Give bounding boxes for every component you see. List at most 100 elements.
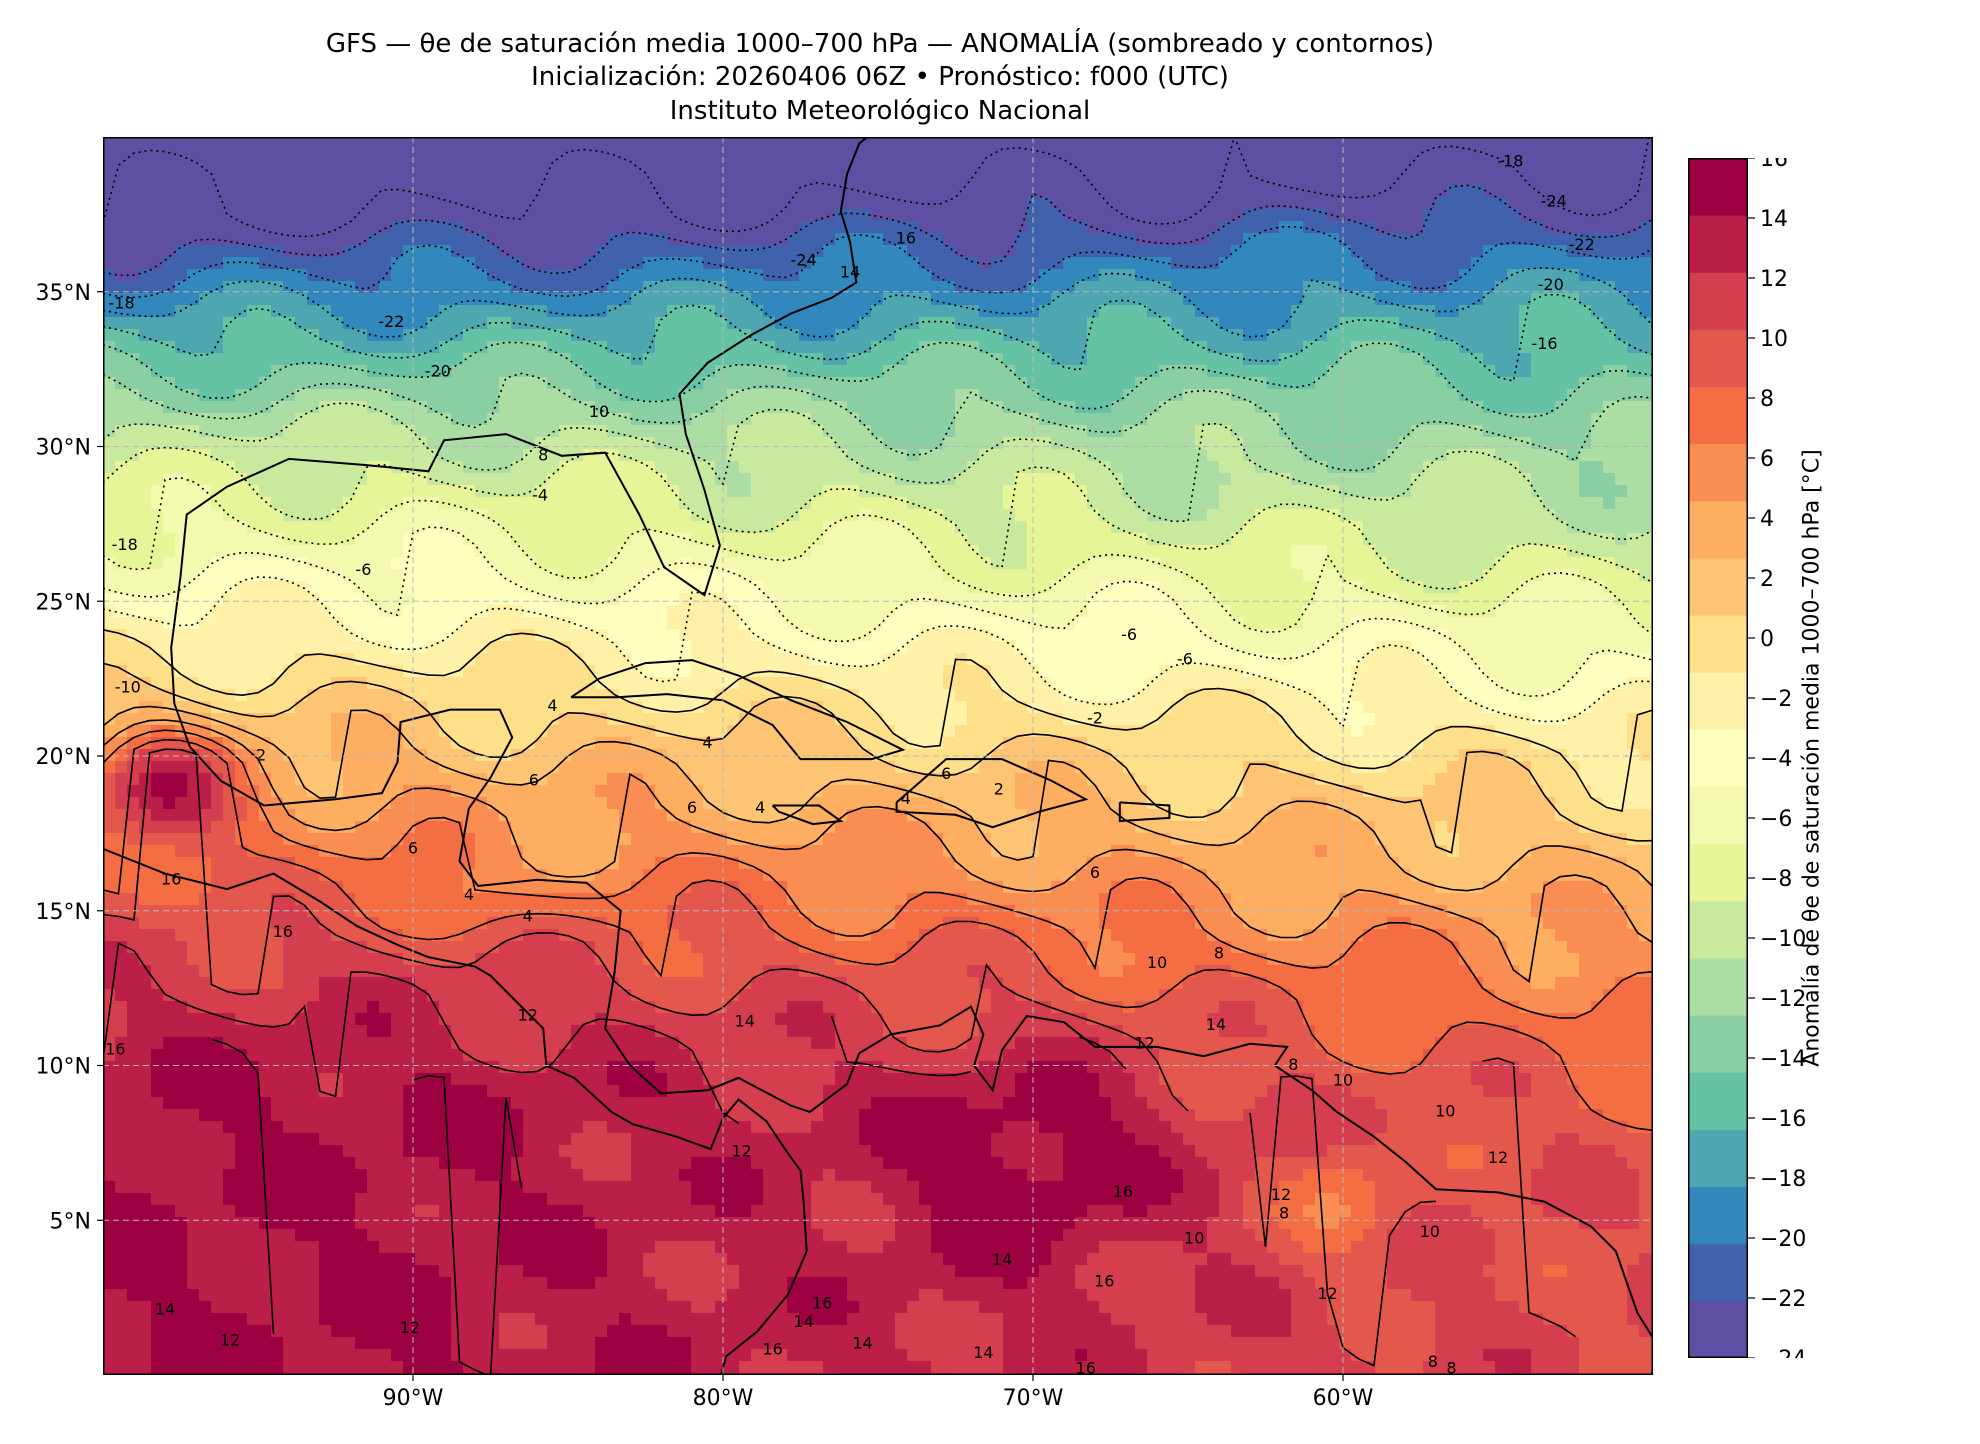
field-cell: [1615, 341, 1628, 354]
field-cell: [1459, 365, 1472, 378]
field-cell: [235, 485, 248, 498]
field-cell: [1087, 521, 1100, 534]
field-cell: [871, 161, 884, 174]
field-cell: [655, 437, 668, 450]
field-cell: [355, 149, 368, 162]
field-cell: [1315, 269, 1328, 282]
field-cell: [259, 473, 272, 486]
field-cell: [127, 365, 140, 378]
field-cell: [1219, 257, 1232, 270]
field-cell: [1279, 161, 1292, 174]
field-cell: [1243, 533, 1256, 546]
field-cell: [1255, 269, 1268, 282]
field-cell: [631, 185, 644, 198]
field-cell: [1375, 569, 1388, 582]
field-cell: [523, 545, 536, 558]
field-cell: [715, 257, 728, 270]
field-cell: [847, 413, 860, 426]
field-cell: [523, 269, 536, 282]
field-cell: [559, 233, 572, 246]
field-cell: [127, 581, 140, 594]
field-cell: [1087, 545, 1100, 558]
field-cell: [787, 137, 800, 150]
field-cell: [295, 137, 308, 150]
field-cell: [307, 473, 320, 486]
field-cell: [895, 137, 908, 150]
field-cell: [751, 413, 764, 426]
field-cell: [619, 461, 632, 474]
field-cell: [127, 413, 140, 426]
field-cell: [415, 413, 428, 426]
field-cell: [1099, 233, 1112, 246]
field-cell: [1303, 497, 1316, 510]
field-cell: [307, 377, 320, 390]
field-cell: [595, 557, 608, 570]
field-cell: [319, 161, 332, 174]
field-cell: [1543, 365, 1556, 378]
field-cell: [1579, 461, 1592, 474]
field-cell: [439, 425, 452, 438]
field-cell: [1555, 137, 1568, 150]
field-cell: [715, 425, 728, 438]
field-cell: [463, 257, 476, 270]
field-cell: [1639, 317, 1652, 330]
field-cell: [355, 305, 368, 318]
field-cell: [319, 389, 332, 402]
field-cell: [271, 353, 284, 366]
field-cell: [367, 485, 380, 498]
field-cell: [799, 521, 812, 534]
field-cell: [1159, 533, 1172, 546]
field-cell: [1051, 449, 1064, 462]
field-cell: [667, 413, 680, 426]
field-cell: [1627, 425, 1640, 438]
field-cell: [1519, 485, 1532, 498]
field-cell: [331, 449, 344, 462]
field-cell: [775, 341, 788, 354]
field-cell: [1219, 461, 1232, 474]
field-cell: [1135, 425, 1148, 438]
field-cell: [307, 173, 320, 186]
field-cell: [199, 473, 212, 486]
field-cell: [1267, 209, 1280, 222]
field-cell: [283, 413, 296, 426]
field-cell: [1015, 509, 1028, 522]
field-cell: [1039, 137, 1052, 150]
field-cell: [427, 545, 440, 558]
field-cell: [1411, 305, 1424, 318]
field-cell: [1495, 341, 1508, 354]
field-cell: [559, 329, 572, 342]
field-cell: [1351, 449, 1364, 462]
field-cell: [511, 389, 524, 402]
field-cell: [1255, 353, 1268, 366]
field-cell: [1375, 533, 1388, 546]
field-cell: [1543, 173, 1556, 186]
field-cell: [1111, 341, 1124, 354]
field-cell: [1147, 401, 1160, 414]
field-cell: [1075, 233, 1088, 246]
field-cell: [967, 401, 980, 414]
field-cell: [667, 149, 680, 162]
field-cell: [667, 209, 680, 222]
field-cell: [1531, 437, 1544, 450]
field-cell: [1123, 425, 1136, 438]
field-cell: [1255, 449, 1268, 462]
field-cell: [1195, 197, 1208, 210]
field-cell: [787, 353, 800, 366]
field-cell: [1327, 317, 1340, 330]
field-cell: [283, 473, 296, 486]
field-cell: [571, 185, 584, 198]
field-cell: [1603, 425, 1616, 438]
field-cell: [1351, 149, 1364, 162]
field-cell: [1591, 305, 1604, 318]
field-cell: [1039, 533, 1052, 546]
field-cell: [1243, 173, 1256, 186]
field-cell: [1603, 449, 1616, 462]
field-cell: [1531, 233, 1544, 246]
field-cell: [1207, 341, 1220, 354]
field-cell: [991, 497, 1004, 510]
field-cell: [727, 197, 740, 210]
field-cell: [223, 221, 236, 234]
field-cell: [943, 437, 956, 450]
field-cell: [235, 353, 248, 366]
field-cell: [403, 149, 416, 162]
